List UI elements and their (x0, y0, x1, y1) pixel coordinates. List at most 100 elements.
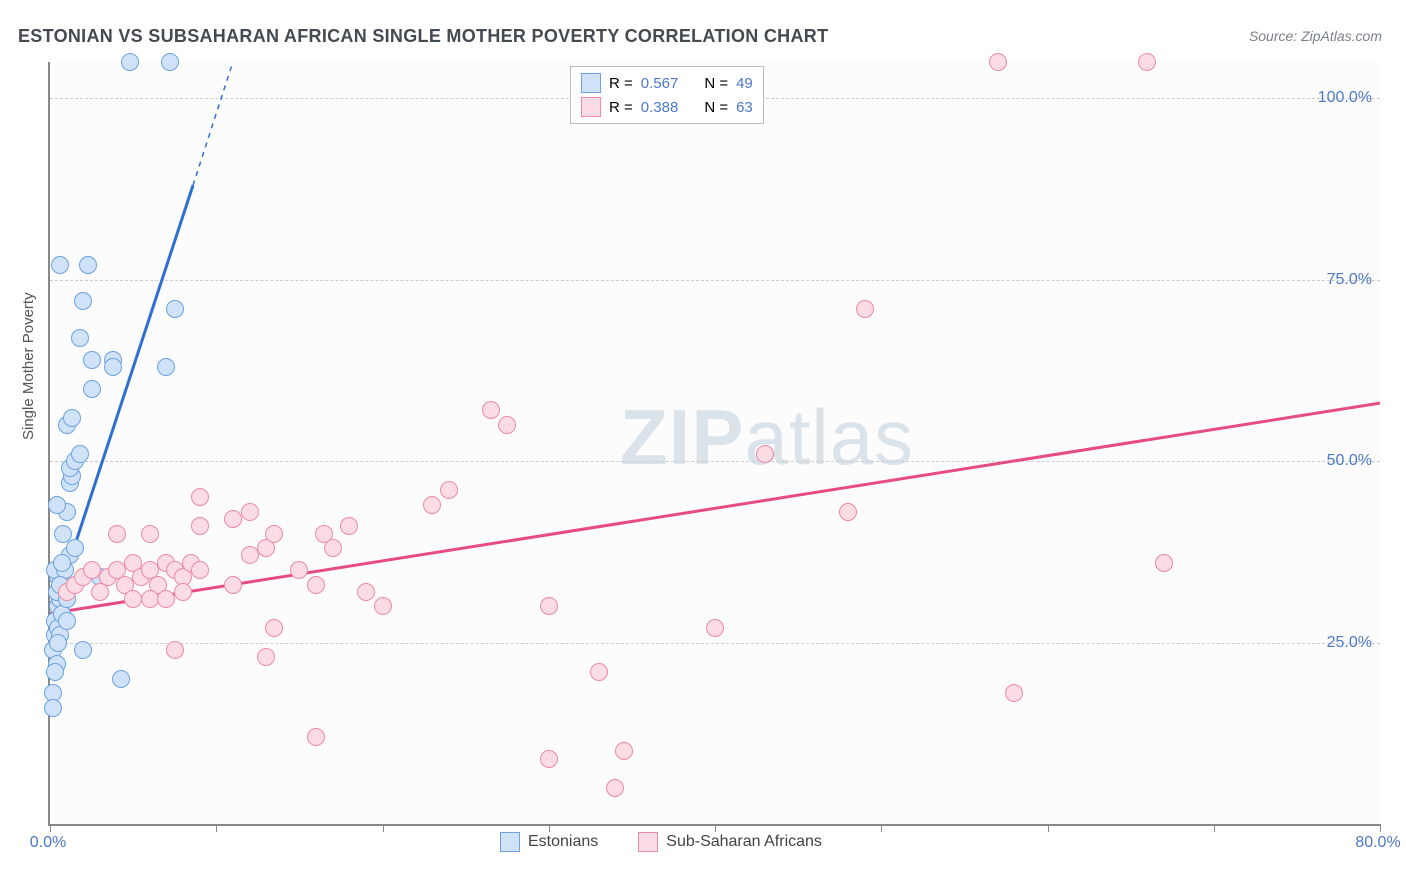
correlation-legend-box: R = 0.567 N = 49 R = 0.388 N = 63 (570, 66, 764, 124)
data-point-estonian (71, 445, 89, 463)
data-point-estonian (157, 358, 175, 376)
data-point-estonian (44, 699, 62, 717)
legend-item-estonians: Estonians (500, 832, 598, 852)
swatch-estonians-bottom (500, 832, 520, 852)
data-point-subsaharan (540, 597, 558, 615)
data-point-subsaharan (265, 619, 283, 637)
n-value-sub: 63 (736, 99, 753, 116)
y-gridline (50, 643, 1380, 644)
data-point-estonian (83, 380, 101, 398)
data-point-subsaharan (357, 583, 375, 601)
data-point-subsaharan (498, 416, 516, 434)
watermark-bold: ZIP (620, 393, 744, 481)
data-point-estonian (66, 539, 84, 557)
data-point-subsaharan (157, 590, 175, 608)
data-point-estonian (51, 256, 69, 274)
data-point-subsaharan (257, 648, 275, 666)
legend-item-subsaharan: Sub-Saharan Africans (638, 832, 822, 852)
watermark-rest: atlas (744, 393, 914, 481)
data-point-subsaharan (307, 576, 325, 594)
data-point-estonian (48, 496, 66, 514)
data-point-estonian (74, 292, 92, 310)
r-value-sub: 0.388 (641, 99, 679, 116)
data-point-subsaharan (290, 561, 308, 579)
x-tick-mark (715, 824, 716, 832)
data-point-subsaharan (265, 525, 283, 543)
trend-line-estonians-dashed (193, 62, 233, 185)
data-point-subsaharan (174, 583, 192, 601)
data-point-subsaharan (1138, 53, 1156, 71)
data-point-subsaharan (191, 561, 209, 579)
legend-label-estonians: Estonians (528, 833, 598, 851)
data-point-subsaharan (241, 546, 259, 564)
data-point-estonian (53, 554, 71, 572)
data-point-subsaharan (241, 503, 259, 521)
data-point-subsaharan (423, 496, 441, 514)
data-point-subsaharan (756, 445, 774, 463)
data-point-subsaharan (374, 597, 392, 615)
y-tick-label: 50.0% (1327, 452, 1372, 470)
data-point-estonian (58, 612, 76, 630)
data-point-estonian (74, 641, 92, 659)
data-point-estonian (161, 53, 179, 71)
y-tick-label: 25.0% (1327, 634, 1372, 652)
data-point-subsaharan (482, 401, 500, 419)
data-point-subsaharan (315, 525, 333, 543)
data-point-estonian (83, 351, 101, 369)
x-tick-mark (50, 824, 51, 832)
r-label-est: R = (609, 75, 633, 92)
swatch-subsaharan (581, 97, 601, 117)
legend-label-subsaharan: Sub-Saharan Africans (666, 833, 822, 851)
data-point-subsaharan (1005, 684, 1023, 702)
x-tick-label: 0.0% (30, 834, 66, 852)
data-point-subsaharan (540, 750, 558, 768)
r-value-est: 0.567 (641, 75, 679, 92)
data-point-subsaharan (224, 510, 242, 528)
chart-title: ESTONIAN VS SUBSAHARAN AFRICAN SINGLE MO… (18, 26, 828, 47)
data-point-estonian (79, 256, 97, 274)
data-point-estonian (71, 329, 89, 347)
data-point-subsaharan (340, 517, 358, 535)
n-value-est: 49 (736, 75, 753, 92)
series-legend: Estonians Sub-Saharan Africans (500, 832, 822, 852)
data-point-subsaharan (141, 525, 159, 543)
y-gridline (50, 461, 1380, 462)
swatch-subsaharan-bottom (638, 832, 658, 852)
legend-row-estonians: R = 0.567 N = 49 (581, 71, 753, 95)
data-point-estonian (63, 409, 81, 427)
data-point-subsaharan (989, 53, 1007, 71)
n-label-sub: N = (704, 99, 728, 116)
data-point-subsaharan (706, 619, 724, 637)
x-tick-label: 80.0% (1355, 834, 1400, 852)
trend-lines (50, 62, 1380, 824)
y-tick-label: 75.0% (1327, 271, 1372, 289)
data-point-subsaharan (839, 503, 857, 521)
legend-row-subsaharan: R = 0.388 N = 63 (581, 95, 753, 119)
y-gridline (50, 280, 1380, 281)
data-point-subsaharan (191, 488, 209, 506)
chart-plot-area: ZIPatlas 25.0%50.0%75.0%100.0% R = 0.567… (48, 62, 1380, 826)
data-point-subsaharan (590, 663, 608, 681)
r-label-sub: R = (609, 99, 633, 116)
data-point-estonian (49, 634, 67, 652)
data-point-subsaharan (1155, 554, 1173, 572)
data-point-subsaharan (124, 590, 142, 608)
data-point-subsaharan (615, 742, 633, 760)
data-point-subsaharan (440, 481, 458, 499)
x-tick-mark (1380, 824, 1381, 832)
data-point-subsaharan (108, 525, 126, 543)
data-point-estonian (166, 300, 184, 318)
data-point-subsaharan (307, 728, 325, 746)
data-point-estonian (112, 670, 130, 688)
x-tick-mark (1048, 824, 1049, 832)
data-point-estonian (46, 663, 64, 681)
source-attribution: Source: ZipAtlas.com (1249, 28, 1382, 44)
data-point-subsaharan (141, 590, 159, 608)
data-point-subsaharan (166, 641, 184, 659)
n-label-est: N = (704, 75, 728, 92)
x-tick-mark (216, 824, 217, 832)
x-tick-mark (881, 824, 882, 832)
data-point-subsaharan (856, 300, 874, 318)
data-point-subsaharan (83, 561, 101, 579)
swatch-estonians (581, 73, 601, 93)
